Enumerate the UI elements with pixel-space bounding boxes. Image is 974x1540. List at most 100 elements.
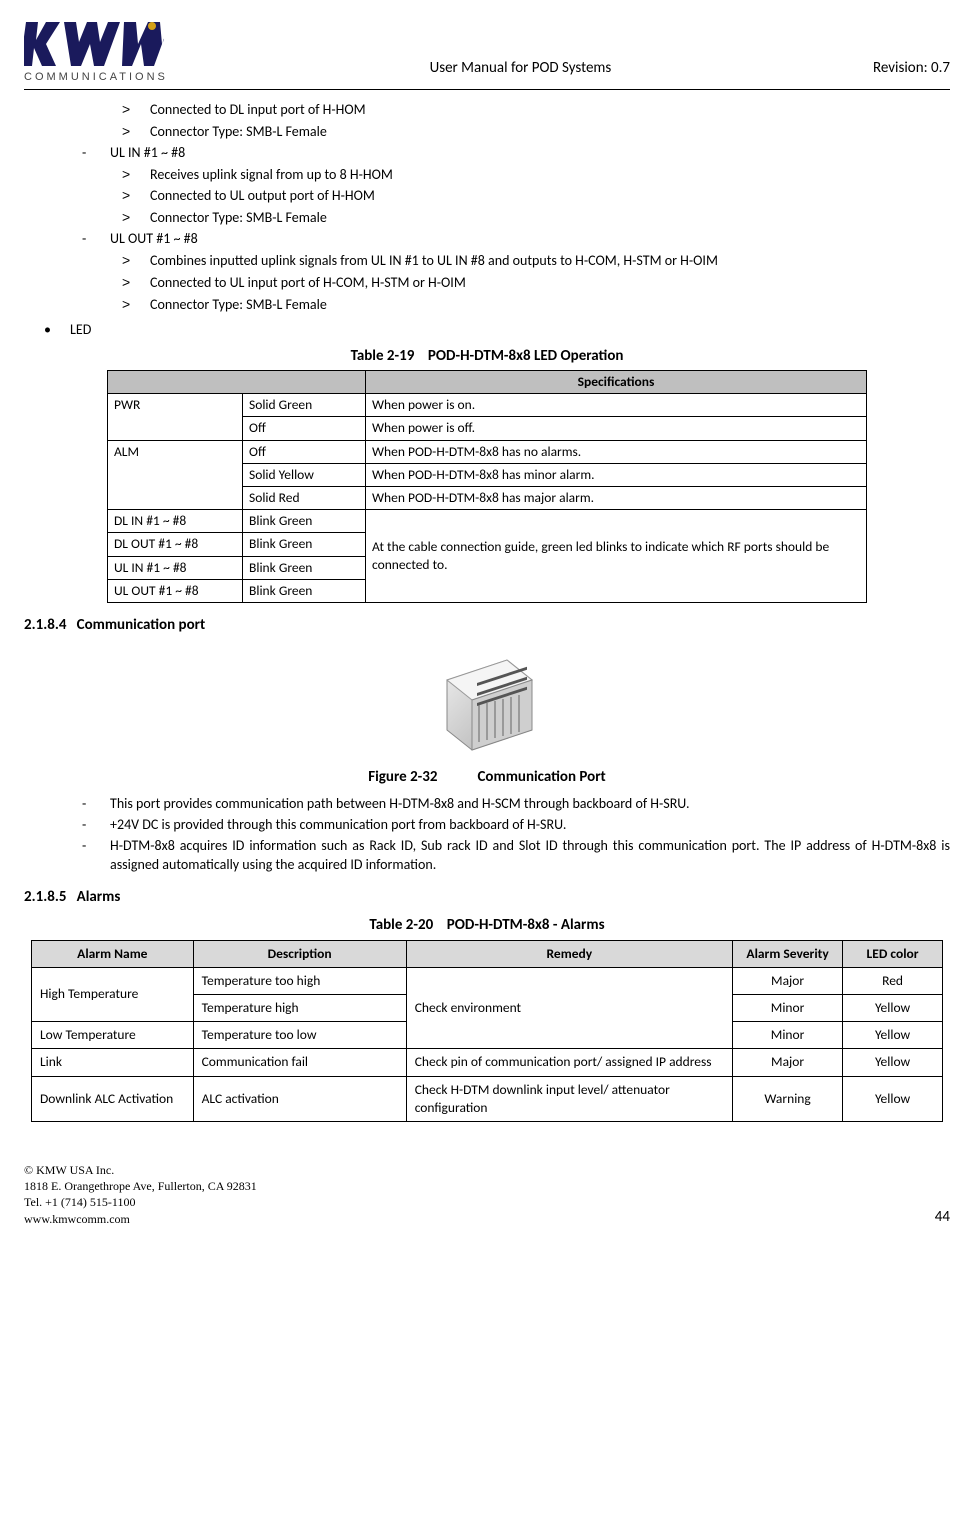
section-2185: 2.1.8.5 Alarms <box>24 887 950 907</box>
connector-icon <box>427 645 547 755</box>
led-operation-table: Specifications PWRSolid GreenWhen power … <box>107 370 867 603</box>
angle-item: Connected to UL output port of H-HOM <box>122 186 950 206</box>
table-row: DL IN #1 ~ #8Blink GreenAt the cable con… <box>108 510 867 533</box>
section-2184-title: Communication port <box>77 616 206 634</box>
alarms-table: Alarm NameDescriptionRemedyAlarm Severit… <box>31 940 943 1123</box>
angle-item: Combines inputted uplink signals from UL… <box>122 251 950 271</box>
table-cell: Major <box>733 967 843 994</box>
table2-caption-num: Table 2-20 <box>369 916 433 934</box>
table-header-cell: Description <box>193 940 406 967</box>
table-cell: Temperature too low <box>193 1022 406 1049</box>
table-cell: Blink Green <box>243 579 366 602</box>
table1-spec-header: Specifications <box>366 370 867 393</box>
footer-line3: Tel. +1 (714) 515-1100 <box>24 1194 257 1210</box>
table-header-cell: Remedy <box>406 940 732 967</box>
table-cell: UL OUT #1 ~ #8 <box>108 579 243 602</box>
dash-item: UL IN #1 ~ #8 <box>82 144 950 163</box>
section-2184: 2.1.8.4 Communication port <box>24 615 950 635</box>
table-row: Downlink ALC ActivationALC activationChe… <box>32 1076 943 1121</box>
table-cell: Link <box>32 1049 194 1076</box>
table-cell: DL IN #1 ~ #8 <box>108 510 243 533</box>
table-cell: Check H-DTM downlink input level/ attenu… <box>406 1076 732 1121</box>
table-cell: Blink Green <box>243 556 366 579</box>
table-cell: When POD-H-DTM-8x8 has no alarms. <box>366 440 867 463</box>
table-cell: Downlink ALC Activation <box>32 1076 194 1121</box>
table-row: ALMOffWhen POD-H-DTM-8x8 has no alarms. <box>108 440 867 463</box>
table-cell: Red <box>843 967 943 994</box>
angle-item: Receives uplink signal from up to 8 H-HO… <box>122 165 950 185</box>
angle-item: Connector Type: SMB-L Female <box>122 122 950 142</box>
section-2185-title: Alarms <box>77 888 121 906</box>
table-cell: When power is on. <box>366 394 867 417</box>
table-cell: Warning <box>733 1076 843 1121</box>
dash-groups: UL IN #1 ~ #8 Receives uplink signal from… <box>24 144 950 315</box>
table2-caption: Table 2-20 POD-H-DTM-8x8 - Alarms <box>24 915 950 935</box>
table-cell: Minor <box>733 1022 843 1049</box>
table-cell: Off <box>243 440 366 463</box>
led-bullet: LED <box>44 321 950 340</box>
table-cell: Yellow <box>843 1076 943 1121</box>
angle-item: Connected to UL input port of H-COM, H-S… <box>122 273 950 293</box>
table1-blank-header <box>108 370 366 393</box>
table-row: LinkCommunication failCheck pin of commu… <box>32 1049 943 1076</box>
footer-line1: © KMW USA Inc. <box>24 1162 257 1178</box>
table2-caption-title: POD-H-DTM-8x8 - Alarms <box>447 916 605 934</box>
table-cell: At the cable connection guide, green led… <box>366 510 867 603</box>
angle-item: Connected to DL input port of H-HOM <box>122 100 950 120</box>
table-cell: Check pin of communication port/ assigne… <box>406 1049 732 1076</box>
table-cell: Off <box>243 417 366 440</box>
table-cell: ALM <box>108 440 243 510</box>
page-header: COMMUNICATIONS User Manual for POD Syste… <box>24 20 950 90</box>
table-cell: Yellow <box>843 1022 943 1049</box>
desc-item: H-DTM-8x8 acquires ID information such a… <box>82 837 950 875</box>
table-cell: Solid Red <box>243 486 366 509</box>
desc-item: +24V DC is provided through this communi… <box>82 816 950 835</box>
footer-address: © KMW USA Inc. 1818 E. Orangethrope Ave,… <box>24 1162 257 1227</box>
table-cell: Temperature high <box>193 994 406 1021</box>
table-row: Specifications <box>108 370 867 393</box>
figure-caption: Figure 2-32 Communication Port <box>24 767 950 787</box>
table-cell: When power is off. <box>366 417 867 440</box>
table-cell: Yellow <box>843 1049 943 1076</box>
table-cell: Temperature too high <box>193 967 406 994</box>
table-cell: Communication fail <box>193 1049 406 1076</box>
table-cell: PWR <box>108 394 243 440</box>
revision-text: Revision: 0.7 <box>873 58 950 78</box>
table-cell: Major <box>733 1049 843 1076</box>
doc-title: User Manual for POD Systems <box>430 58 612 78</box>
table-cell: When POD-H-DTM-8x8 has minor alarm. <box>366 463 867 486</box>
table-cell: Solid Yellow <box>243 463 366 486</box>
logo-block: COMMUNICATIONS <box>24 20 168 85</box>
table1-caption-title: POD-H-DTM-8x8 LED Operation <box>428 347 624 365</box>
angle-list-top: Connected to DL input port of H-HOMConne… <box>24 100 950 142</box>
section-2185-num: 2.1.8.5 <box>24 888 66 906</box>
table-cell: When POD-H-DTM-8x8 has major alarm. <box>366 486 867 509</box>
table-cell: DL OUT #1 ~ #8 <box>108 533 243 556</box>
table-cell: Blink Green <box>243 510 366 533</box>
table-cell: Minor <box>733 994 843 1021</box>
table-cell: Low Temperature <box>32 1022 194 1049</box>
logo-subtext: COMMUNICATIONS <box>24 70 168 85</box>
table-header-cell: LED color <box>843 940 943 967</box>
angle-item: Connector Type: SMB-L Female <box>122 295 950 315</box>
table-row: PWRSolid GreenWhen power is on. <box>108 394 867 417</box>
kmw-logo-icon <box>24 20 164 70</box>
table-cell: ALC activation <box>193 1076 406 1121</box>
table1-caption-num: Table 2-19 <box>351 347 415 365</box>
comm-description: This port provides communication path be… <box>24 795 950 875</box>
figure-block <box>24 645 950 761</box>
table-cell: UL IN #1 ~ #8 <box>108 556 243 579</box>
table-cell: High Temperature <box>32 967 194 1021</box>
page-footer: © KMW USA Inc. 1818 E. Orangethrope Ave,… <box>24 1162 950 1227</box>
angle-item: Connector Type: SMB-L Female <box>122 208 950 228</box>
figure-title: Communication Port <box>477 767 605 787</box>
page-number: 44 <box>935 1207 950 1227</box>
footer-line4: www.kmwcomm.com <box>24 1211 257 1227</box>
table-row: High TemperatureTemperature too highChec… <box>32 967 943 994</box>
table-cell: Solid Green <box>243 394 366 417</box>
table-cell: Yellow <box>843 994 943 1021</box>
table1-caption: Table 2-19 POD-H-DTM-8x8 LED Operation <box>24 346 950 366</box>
footer-line2: 1818 E. Orangethrope Ave, Fullerton, CA … <box>24 1178 257 1194</box>
table-header-cell: Alarm Name <box>32 940 194 967</box>
table-header-cell: Alarm Severity <box>733 940 843 967</box>
